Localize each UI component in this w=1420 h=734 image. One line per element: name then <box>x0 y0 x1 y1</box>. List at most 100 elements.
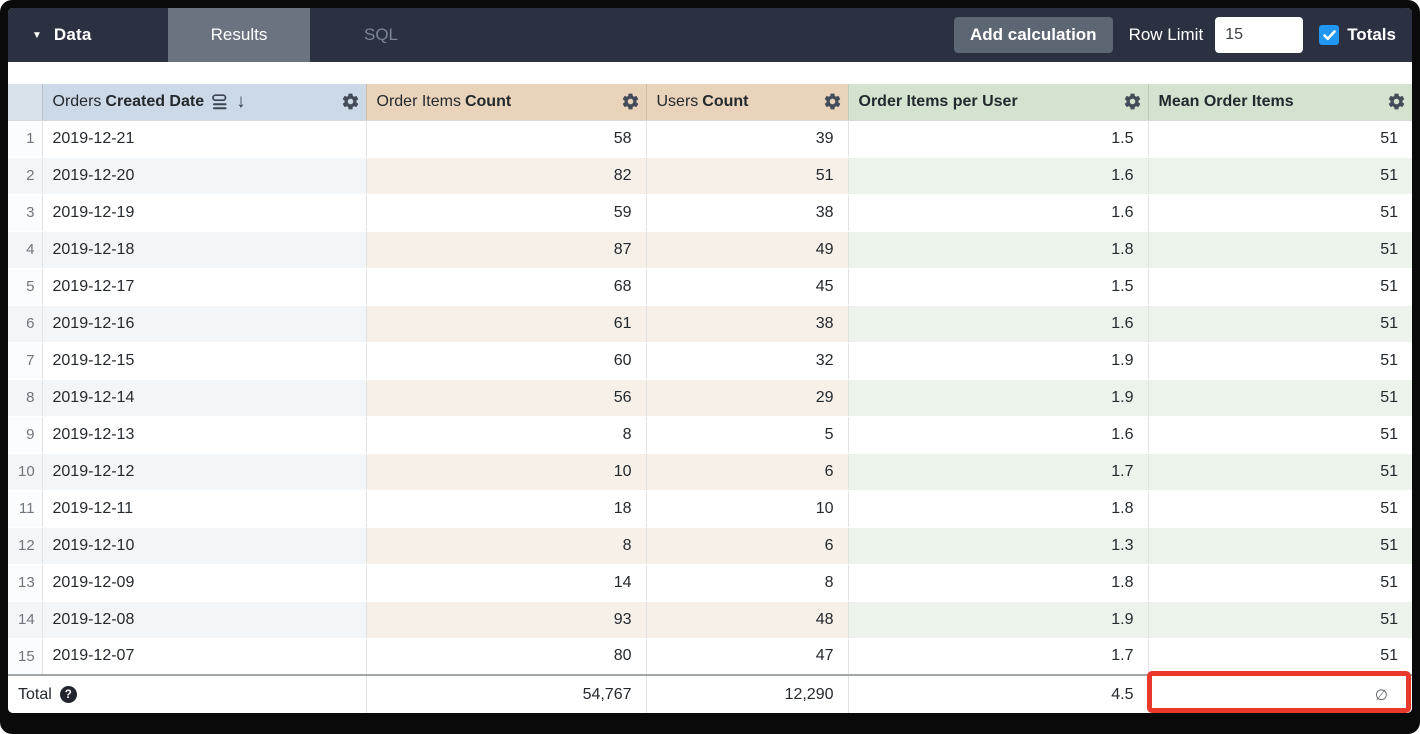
row-number: 6 <box>8 305 43 343</box>
cell-users-count[interactable]: 8 <box>646 564 849 602</box>
cell-orders-created-date[interactable]: 2019-12-19 <box>42 194 367 232</box>
gear-icon[interactable] <box>341 92 360 111</box>
gear-icon[interactable] <box>823 92 842 111</box>
cell-order-items-count[interactable]: 8 <box>366 416 647 454</box>
cell-mean-order-items[interactable]: 51 <box>1148 342 1412 380</box>
cell-orders-created-date[interactable]: 2019-12-17 <box>42 268 367 306</box>
table-body: 1 2019-12-21 58 39 1.5 51 2 2019-12-20 8… <box>8 120 1412 676</box>
cell-orders-created-date[interactable]: 2019-12-12 <box>42 453 367 491</box>
cell-order-items-count[interactable]: 68 <box>366 268 647 306</box>
cell-users-count[interactable]: 49 <box>646 231 849 269</box>
gear-icon[interactable] <box>621 92 640 111</box>
cell-orders-created-date[interactable]: 2019-12-11 <box>42 490 367 528</box>
cell-users-count[interactable]: 39 <box>646 120 849 158</box>
cell-order-items-count[interactable]: 56 <box>366 379 647 417</box>
column-header-order-items-count[interactable]: Order Items Count <box>366 84 647 121</box>
cell-users-count[interactable]: 6 <box>646 527 849 565</box>
cell-order-items-per-user[interactable]: 1.6 <box>848 157 1149 195</box>
cell-order-items-count[interactable]: 58 <box>366 120 647 158</box>
cell-orders-created-date[interactable]: 2019-12-09 <box>42 564 367 602</box>
data-section-toggle[interactable]: ▼ Data <box>8 8 168 62</box>
cell-order-items-per-user[interactable]: 1.8 <box>848 490 1149 528</box>
cell-users-count[interactable]: 38 <box>646 194 849 232</box>
cell-users-count[interactable]: 6 <box>646 453 849 491</box>
cell-order-items-per-user[interactable]: 1.9 <box>848 342 1149 380</box>
cell-users-count[interactable]: 47 <box>646 638 849 676</box>
cell-mean-order-items[interactable]: 51 <box>1148 638 1412 676</box>
cell-orders-created-date[interactable]: 2019-12-10 <box>42 527 367 565</box>
totals-checkbox[interactable] <box>1319 25 1340 45</box>
cell-users-count[interactable]: 51 <box>646 157 849 195</box>
cell-order-items-per-user[interactable]: 1.8 <box>848 231 1149 269</box>
cell-order-items-count[interactable]: 60 <box>366 342 647 380</box>
column-label-view: Orders <box>52 92 102 110</box>
cell-order-items-count[interactable]: 10 <box>366 453 647 491</box>
totals-label: Totals <box>1347 25 1396 44</box>
row-limit-input[interactable] <box>1215 17 1304 53</box>
cell-orders-created-date[interactable]: 2019-12-20 <box>42 157 367 195</box>
cell-users-count[interactable]: 5 <box>646 416 849 454</box>
cell-mean-order-items[interactable]: 51 <box>1148 305 1412 343</box>
cell-users-count[interactable]: 45 <box>646 268 849 306</box>
cell-mean-order-items[interactable]: 51 <box>1148 453 1412 491</box>
cell-order-items-count[interactable]: 14 <box>366 564 647 602</box>
table-row: 12 2019-12-10 8 6 1.3 51 <box>8 527 1412 565</box>
cell-orders-created-date[interactable]: 2019-12-14 <box>42 379 367 417</box>
cell-order-items-count[interactable]: 82 <box>366 157 647 195</box>
cell-order-items-per-user[interactable]: 1.7 <box>848 453 1149 491</box>
cell-mean-order-items[interactable]: 51 <box>1148 157 1412 195</box>
cell-mean-order-items[interactable]: 51 <box>1148 194 1412 232</box>
cell-order-items-per-user[interactable]: 1.5 <box>848 268 1149 306</box>
cell-orders-created-date[interactable]: 2019-12-15 <box>42 342 367 380</box>
cell-mean-order-items[interactable]: 51 <box>1148 490 1412 528</box>
tab-sql[interactable]: SQL <box>363 25 399 44</box>
cell-order-items-count[interactable]: 8 <box>366 527 647 565</box>
add-calculation-button[interactable]: Add calculation <box>953 17 1113 53</box>
cell-order-items-count[interactable]: 18 <box>366 490 647 528</box>
cell-order-items-per-user[interactable]: 1.7 <box>848 638 1149 676</box>
cell-orders-created-date[interactable]: 2019-12-13 <box>42 416 367 454</box>
cell-order-items-count[interactable]: 59 <box>366 194 647 232</box>
cell-order-items-per-user[interactable]: 1.9 <box>848 379 1149 417</box>
gear-icon[interactable] <box>1123 92 1142 111</box>
column-label-view: Users <box>656 92 699 110</box>
column-header-order-items-per-user[interactable]: Order Items per User <box>848 84 1149 121</box>
tab-results[interactable]: Results <box>168 8 310 62</box>
cell-mean-order-items[interactable]: 51 <box>1148 120 1412 158</box>
column-header-users-count[interactable]: Users Count <box>646 84 849 121</box>
cell-mean-order-items[interactable]: 51 <box>1148 231 1412 269</box>
cell-users-count[interactable]: 10 <box>646 490 849 528</box>
column-header-mean-order-items[interactable]: Mean Order Items <box>1148 84 1412 121</box>
cell-orders-created-date[interactable]: 2019-12-18 <box>42 231 367 269</box>
cell-mean-order-items[interactable]: 51 <box>1148 268 1412 306</box>
cell-users-count[interactable]: 48 <box>646 601 849 639</box>
cell-order-items-count[interactable]: 61 <box>366 305 647 343</box>
cell-order-items-per-user[interactable]: 1.6 <box>848 416 1149 454</box>
gear-icon[interactable] <box>1387 92 1406 111</box>
cell-order-items-per-user[interactable]: 1.6 <box>848 305 1149 343</box>
cell-order-items-per-user[interactable]: 1.9 <box>848 601 1149 639</box>
cell-order-items-count[interactable]: 80 <box>366 638 647 676</box>
cell-order-items-per-user[interactable]: 1.8 <box>848 564 1149 602</box>
cell-mean-order-items[interactable]: 51 <box>1148 601 1412 639</box>
cell-users-count[interactable]: 38 <box>646 305 849 343</box>
total-order-items-per-user: 4.5 <box>848 674 1149 713</box>
cell-orders-created-date[interactable]: 2019-12-07 <box>42 638 367 676</box>
row-number-header <box>8 84 43 121</box>
cell-mean-order-items[interactable]: 51 <box>1148 379 1412 417</box>
cell-orders-created-date[interactable]: 2019-12-08 <box>42 601 367 639</box>
cell-mean-order-items[interactable]: 51 <box>1148 416 1412 454</box>
cell-mean-order-items[interactable]: 51 <box>1148 527 1412 565</box>
cell-orders-created-date[interactable]: 2019-12-21 <box>42 120 367 158</box>
cell-order-items-per-user[interactable]: 1.5 <box>848 120 1149 158</box>
cell-order-items-count[interactable]: 87 <box>366 231 647 269</box>
cell-order-items-per-user[interactable]: 1.6 <box>848 194 1149 232</box>
cell-users-count[interactable]: 29 <box>646 379 849 417</box>
help-icon[interactable]: ? <box>59 686 77 703</box>
cell-mean-order-items[interactable]: 51 <box>1148 564 1412 602</box>
cell-order-items-per-user[interactable]: 1.3 <box>848 527 1149 565</box>
cell-users-count[interactable]: 32 <box>646 342 849 380</box>
cell-order-items-count[interactable]: 93 <box>366 601 647 639</box>
column-header-orders-created-date[interactable]: Orders Created Date ↓ <box>42 84 367 121</box>
cell-orders-created-date[interactable]: 2019-12-16 <box>42 305 367 343</box>
